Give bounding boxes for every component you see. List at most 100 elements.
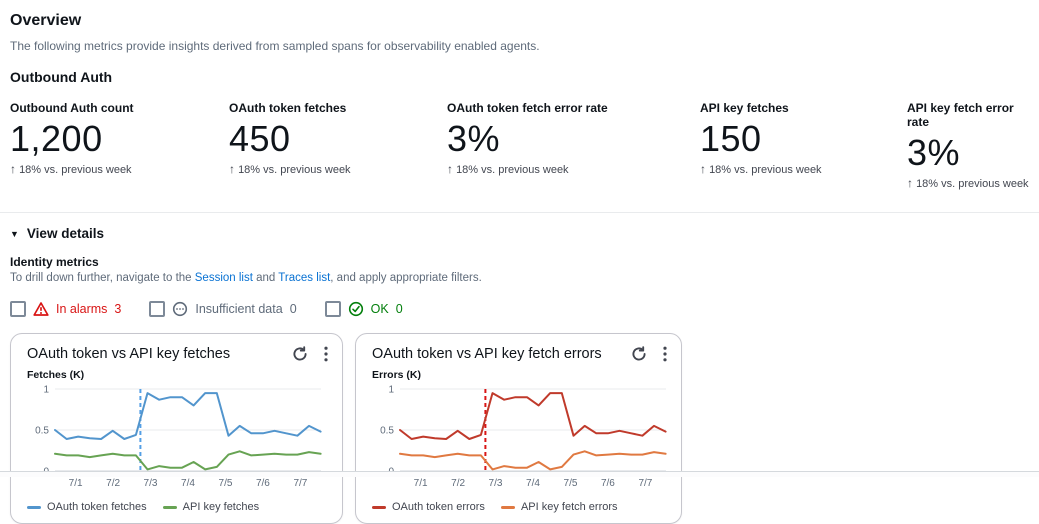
svg-text:7/3: 7/3 bbox=[489, 478, 503, 489]
svg-text:7/5: 7/5 bbox=[219, 478, 233, 489]
expander-label: View details bbox=[26, 226, 104, 242]
metric-trend: ↑ 18% vs. previous week bbox=[700, 162, 907, 176]
card-header: OAuth token vs API key fetch errors bbox=[372, 346, 667, 362]
drill-text: , and apply appropriate filters. bbox=[330, 272, 482, 285]
y-axis-label: Errors (K) bbox=[372, 369, 422, 382]
svg-text:7/7: 7/7 bbox=[638, 478, 652, 489]
kebab-menu-button[interactable] bbox=[663, 346, 667, 362]
metric-trend: ↑ 18% vs. previous week bbox=[229, 162, 447, 176]
legend-oauth-token-errors[interactable]: OAuth token errors bbox=[372, 501, 485, 513]
legend-api-key-fetch-errors[interactable]: API key fetch errors bbox=[500, 501, 618, 514]
legend-label: OAuth token errors bbox=[392, 501, 485, 514]
svg-text:7/1: 7/1 bbox=[414, 478, 428, 489]
metric-label: Outbound Auth count bbox=[10, 101, 134, 115]
refresh-icon bbox=[632, 346, 646, 361]
legend-api-key-fetches[interactable]: API key fetches bbox=[162, 501, 260, 514]
refresh-button[interactable] bbox=[292, 346, 308, 362]
svg-text:7/3: 7/3 bbox=[144, 478, 158, 489]
card-actions bbox=[631, 346, 667, 362]
trend-text: 18% vs. previous week bbox=[709, 164, 822, 177]
metric-value: 450 bbox=[229, 118, 291, 159]
svg-text:7/1: 7/1 bbox=[69, 478, 83, 489]
legend-oauth-token-fetches[interactable]: OAuth token fetches bbox=[27, 501, 147, 513]
metric-value: 1,200 bbox=[10, 118, 103, 159]
trend-up-icon: ↑ bbox=[447, 162, 453, 177]
section-divider bbox=[0, 212, 1039, 214]
svg-text:7/6: 7/6 bbox=[601, 478, 615, 489]
section-title-outbound-auth: Outbound Auth bbox=[10, 69, 113, 85]
chart-legend: OAuth token fetches API key fetches bbox=[27, 501, 328, 513]
filter-insufficient-data: Insufficient data 0 bbox=[149, 301, 297, 318]
traces-list-link[interactable]: Traces list bbox=[278, 272, 331, 285]
insufficient-data-checkbox[interactable] bbox=[149, 301, 166, 318]
metric-api-key-error-rate: API key fetch error rate 3% ↑ 18% vs. pr… bbox=[907, 101, 1029, 190]
series-dash-icon bbox=[500, 505, 515, 510]
filter-ok: OK 0 bbox=[324, 301, 403, 318]
in-alarms-checkbox[interactable] bbox=[10, 301, 26, 318]
trend-up-icon: ↑ bbox=[700, 162, 706, 177]
trend-text: 18% vs. previous week bbox=[456, 164, 569, 177]
filter-count: 3 bbox=[114, 302, 122, 317]
metric-outbound-auth-count: Outbound Auth count 1,200 ↑ 18% vs. prev… bbox=[10, 101, 229, 190]
metric-label: OAuth token fetches bbox=[229, 101, 347, 115]
fetches-chart-card: OAuth token vs API key fetches Fetches (… bbox=[10, 333, 343, 524]
metric-value: 3% bbox=[447, 118, 501, 159]
y-axis-label: Fetches (K) bbox=[27, 369, 85, 382]
legend-label: API key fetches bbox=[182, 501, 260, 514]
expander-caret-icon: ▼ bbox=[10, 228, 19, 239]
trend-text: 18% vs. previous week bbox=[19, 164, 132, 177]
fetches-line-chart: 00.517/17/27/37/47/57/67/7 bbox=[35, 385, 322, 489]
drill-text: To drill down further, navigate to the bbox=[10, 272, 195, 285]
svg-text:7/5: 7/5 bbox=[564, 478, 578, 489]
filter-count: 0 bbox=[395, 302, 403, 317]
ok-checkbox[interactable] bbox=[324, 301, 341, 318]
svg-text:7/6: 7/6 bbox=[256, 478, 270, 489]
session-list-link[interactable]: Session list bbox=[194, 272, 253, 285]
filter-count: 0 bbox=[289, 302, 297, 317]
ellipsis-circle-icon bbox=[172, 301, 188, 317]
errors-line-chart: 00.517/17/27/37/47/57/67/7 bbox=[380, 385, 667, 489]
drill-text: and bbox=[252, 272, 279, 285]
chart-title: OAuth token vs API key fetch errors bbox=[372, 346, 602, 363]
metric-trend: ↑ 18% vs. previous week bbox=[10, 162, 229, 176]
metric-api-key-fetches: API key fetches 150 ↑ 18% vs. previous w… bbox=[700, 101, 907, 190]
series-dash-icon bbox=[372, 505, 386, 510]
identity-metrics-title: Identity metrics bbox=[10, 255, 99, 270]
refresh-icon bbox=[293, 346, 307, 361]
card-actions bbox=[292, 346, 328, 362]
svg-text:0.5: 0.5 bbox=[35, 426, 49, 437]
kebab-menu-button[interactable] bbox=[324, 346, 328, 362]
legend-label: API key fetch errors bbox=[520, 501, 618, 514]
trend-text: 18% vs. previous week bbox=[238, 164, 351, 177]
metric-label: API key fetch error rate bbox=[907, 101, 1014, 129]
check-circle-icon bbox=[348, 301, 364, 317]
metric-trend: ↑ 18% vs. previous week bbox=[907, 176, 1029, 190]
chart-title: OAuth token vs API key fetches bbox=[27, 346, 231, 363]
svg-text:1: 1 bbox=[43, 385, 49, 396]
trend-up-icon: ↑ bbox=[10, 162, 16, 177]
refresh-button[interactable] bbox=[631, 346, 647, 362]
filter-label: In alarms bbox=[56, 302, 108, 317]
svg-text:0.5: 0.5 bbox=[380, 426, 394, 437]
trend-up-icon: ↑ bbox=[907, 176, 913, 191]
metric-label: OAuth token fetch error rate bbox=[447, 101, 608, 115]
legend-label: OAuth token fetches bbox=[47, 501, 147, 514]
kebab-menu-icon bbox=[663, 346, 667, 362]
metric-value: 3% bbox=[907, 132, 961, 173]
svg-text:1: 1 bbox=[388, 385, 394, 396]
filter-in-alarms: In alarms 3 bbox=[10, 301, 122, 318]
alarm-warning-icon bbox=[33, 301, 49, 317]
charts-row: OAuth token vs API key fetches Fetches (… bbox=[10, 333, 1029, 524]
kebab-menu-icon bbox=[324, 346, 328, 362]
bottom-divider bbox=[0, 471, 1039, 477]
view-details-expander[interactable]: ▼ View details bbox=[10, 226, 1029, 241]
chart-legend: OAuth token errors API key fetch errors bbox=[372, 501, 667, 513]
page-title: Overview bbox=[10, 12, 82, 29]
trend-text: 18% vs. previous week bbox=[916, 178, 1029, 191]
svg-text:7/7: 7/7 bbox=[293, 478, 307, 489]
metric-label: API key fetches bbox=[700, 101, 789, 115]
svg-text:7/2: 7/2 bbox=[106, 478, 120, 489]
svg-text:7/4: 7/4 bbox=[181, 478, 195, 489]
card-header: OAuth token vs API key fetches bbox=[27, 346, 328, 362]
